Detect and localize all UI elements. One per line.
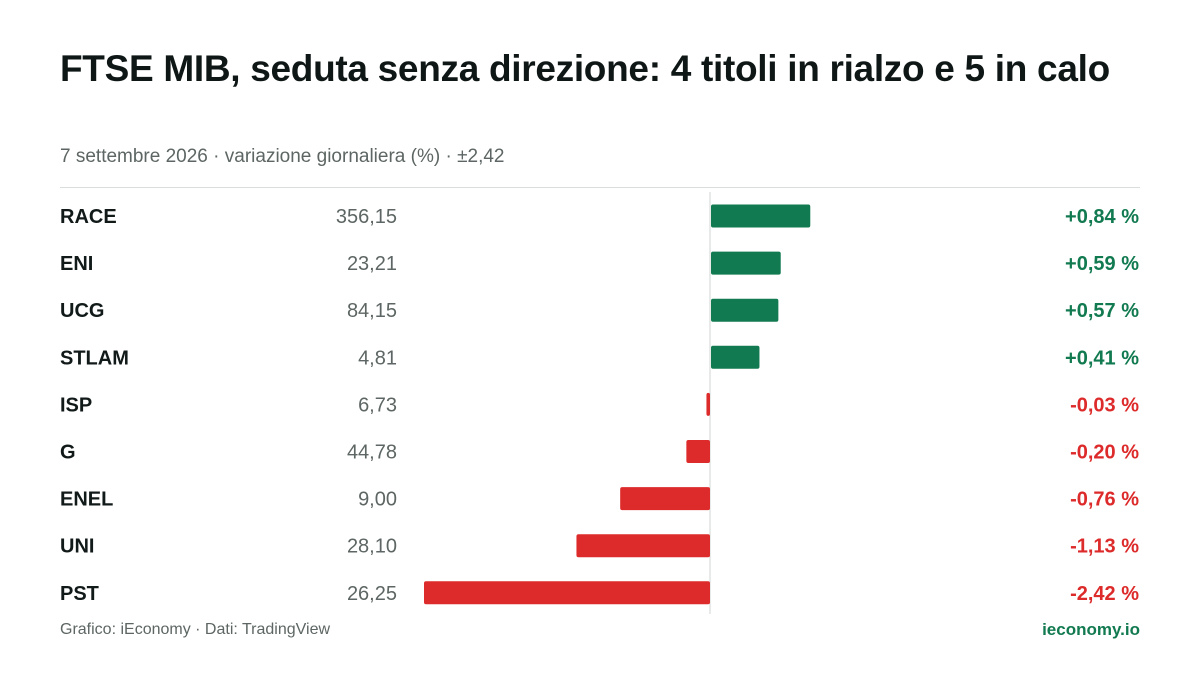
price-label: 23,21	[347, 253, 397, 275]
bar-negative	[424, 581, 710, 605]
change-label: +0,59 %	[1065, 253, 1139, 275]
change-label: -0,76 %	[1070, 489, 1139, 511]
ticker-label: UCG	[60, 300, 104, 322]
change-label: -0,20 %	[1070, 442, 1139, 464]
header-divider	[60, 187, 1140, 188]
price-label: 9,00	[358, 489, 397, 511]
price-label: 6,73	[358, 394, 397, 416]
ticker-label: RACE	[60, 206, 117, 228]
price-label: 356,15	[336, 206, 397, 228]
change-label: -0,03 %	[1070, 394, 1139, 416]
brand-link[interactable]: ieconomy.io	[1042, 620, 1140, 639]
change-label: -1,13 %	[1070, 536, 1139, 558]
ticker-label: PST	[60, 583, 99, 605]
ticker-label: STLAM	[60, 347, 129, 369]
bar-positive	[711, 345, 760, 369]
bar-negative	[620, 487, 710, 511]
change-label: +0,41 %	[1065, 347, 1139, 369]
bar-negative	[686, 440, 710, 463]
ticker-label: G	[60, 442, 76, 464]
price-label: 84,15	[347, 300, 397, 322]
source-credit: Grafico: iEconomy · Dati: TradingView	[60, 621, 331, 638]
price-label: 28,10	[347, 536, 397, 558]
price-label: 44,78	[347, 442, 397, 464]
bar-negative	[706, 392, 710, 416]
bar-negative	[576, 534, 710, 558]
bar-positive	[711, 251, 781, 275]
chart-title: FTSE MIB, seduta senza direzione: 4 tito…	[60, 48, 1110, 89]
ticker-label: ISP	[60, 394, 92, 416]
ticker-label: ENI	[60, 253, 93, 275]
bar-positive	[711, 298, 779, 322]
ticker-label: UNI	[60, 536, 94, 558]
price-label: 26,25	[347, 583, 397, 605]
change-label: -2,42 %	[1070, 583, 1139, 605]
change-label: +0,84 %	[1065, 206, 1139, 228]
chart-subtitle: 7 settembre 2026 · variazione giornalier…	[60, 146, 505, 167]
change-label: +0,57 %	[1065, 300, 1139, 322]
price-label: 4,81	[358, 347, 397, 369]
ticker-label: ENEL	[60, 489, 113, 511]
bar-positive	[711, 204, 811, 228]
